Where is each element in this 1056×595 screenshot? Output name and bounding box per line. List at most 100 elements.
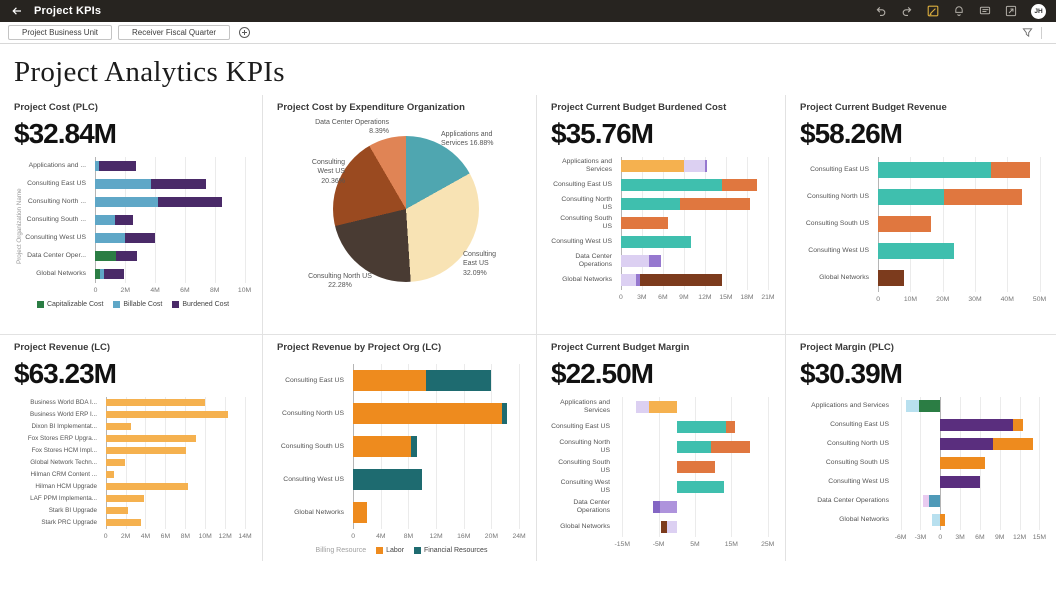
bar-segment[interactable] [125,232,156,243]
bar-segment[interactable] [105,483,189,491]
edit-icon[interactable] [923,3,943,19]
bar-segment[interactable] [878,162,992,179]
filter-chip-receiver-fiscal-quarter[interactable]: Receiver Fiscal Quarter [118,24,231,41]
notifications-icon[interactable] [949,3,969,19]
bar-segment[interactable] [95,232,126,243]
bar-segment[interactable] [95,268,100,279]
bar-segment[interactable] [636,274,640,287]
bar-chart-project-cost-plc[interactable]: Project Organization Name Applications an… [14,156,252,308]
bar-segment[interactable] [620,160,684,173]
bar-segment[interactable] [620,274,637,287]
bar-segment[interactable] [99,268,105,279]
bar-segment[interactable] [620,255,649,268]
bar-segment[interactable] [991,162,1030,179]
bar-segment[interactable] [95,250,117,261]
bar-segment[interactable] [353,370,426,392]
bar-segment[interactable] [722,179,758,192]
bar-segment[interactable] [105,519,141,527]
bar-segment[interactable] [878,270,904,287]
bar-segment[interactable] [353,502,367,524]
legend-item[interactable]: Financial Resources [414,547,487,555]
bar-segment[interactable] [704,160,708,173]
bar-segment[interactable] [725,420,735,433]
bar-segment[interactable] [95,214,115,225]
bar-segment[interactable] [410,436,418,458]
undo-icon[interactable] [871,3,891,19]
bar-segment[interactable] [660,520,667,533]
bar-segment[interactable] [105,459,125,467]
bar-segment[interactable] [104,268,124,279]
bar-segment[interactable] [940,476,980,489]
bar-segment[interactable] [653,500,660,513]
bar-chart-project-revenue-by-project-org-lc[interactable]: Consulting East US Consulting North US Con… [277,364,526,555]
legend-item[interactable]: Burdened Cost [172,300,229,308]
bar-segment[interactable] [659,500,677,513]
legend-item[interactable]: Capitalizable Cost [36,300,103,308]
bar-segment[interactable] [105,435,197,443]
bar-segment[interactable] [620,179,723,192]
bar-segment[interactable] [425,370,492,392]
add-filter-icon[interactable] [238,26,251,39]
bar-segment[interactable] [905,400,920,413]
bar-chart-project-current-budget-revenue[interactable]: Consulting East US Consulting North US Con… [800,156,1046,305]
legend-item[interactable]: Labor [376,547,404,555]
bar-segment[interactable] [919,400,941,413]
bar-segment[interactable] [105,423,131,431]
bar-segment[interactable] [940,438,994,451]
bar-segment[interactable] [105,411,229,419]
bar-segment[interactable] [99,160,136,171]
bar-segment[interactable] [929,495,941,508]
filter-icon[interactable] [1022,27,1033,38]
bar-segment[interactable] [620,198,681,211]
bar-chart-project-current-budget-burdened-cost[interactable]: Applications and Services Consulting East… [551,156,775,303]
back-button[interactable] [0,0,34,22]
present-icon[interactable] [1001,3,1021,19]
bar-segment[interactable] [932,514,941,527]
user-avatar[interactable]: JH [1031,3,1046,19]
bar-segment[interactable] [95,196,159,207]
bar-segment[interactable] [878,243,955,260]
bar-segment[interactable] [95,160,100,171]
bar-segment[interactable] [683,160,705,173]
bar-segment[interactable] [940,457,985,470]
bar-segment[interactable] [676,440,712,453]
bar-segment[interactable] [636,400,650,413]
legend-item[interactable]: Billing Resource [316,547,367,554]
bar-segment[interactable] [923,495,930,508]
bar-segment[interactable] [620,217,669,230]
bar-segment[interactable] [105,447,187,455]
bar-segment[interactable] [353,469,423,491]
bar-segment[interactable] [944,189,1022,206]
legend-item[interactable]: Billable Cost [113,300,162,308]
bar-segment[interactable] [114,214,133,225]
bar-segment[interactable] [1012,419,1023,432]
bar-segment[interactable] [353,403,502,425]
bar-segment[interactable] [116,250,138,261]
bar-segment[interactable] [105,471,114,479]
bar-segment[interactable] [150,178,206,189]
filter-chip-project-business-unit[interactable]: Project Business Unit [8,24,113,41]
bar-chart-project-current-budget-margin[interactable]: Applications and Services Consulting East… [551,396,775,550]
bar-segment[interactable] [501,403,508,425]
bar-segment[interactable] [676,480,725,493]
bar-segment[interactable] [648,255,662,268]
bar-segment[interactable] [940,419,1013,432]
bar-segment[interactable] [711,440,750,453]
bar-segment[interactable] [940,514,945,527]
bar-segment[interactable] [878,189,945,206]
bar-segment[interactable] [680,198,751,211]
bar-segment[interactable] [993,438,1033,451]
bar-segment[interactable] [105,507,128,515]
bar-segment[interactable] [676,420,726,433]
bar-segment[interactable] [667,520,677,533]
bar-segment[interactable] [158,196,223,207]
comments-icon[interactable] [975,3,995,19]
pie-chart[interactable] [333,136,479,283]
bar-segment[interactable] [105,495,145,503]
bar-segment[interactable] [878,216,932,233]
bar-segment[interactable] [676,460,715,473]
bar-chart-project-revenue-lc[interactable]: Business World BDA I... Business World ER… [14,396,252,542]
bar-segment[interactable] [639,274,722,287]
bar-chart-project-margin-plc[interactable]: Applications and Services Consulting East… [800,396,1046,543]
bar-segment[interactable] [620,236,691,249]
